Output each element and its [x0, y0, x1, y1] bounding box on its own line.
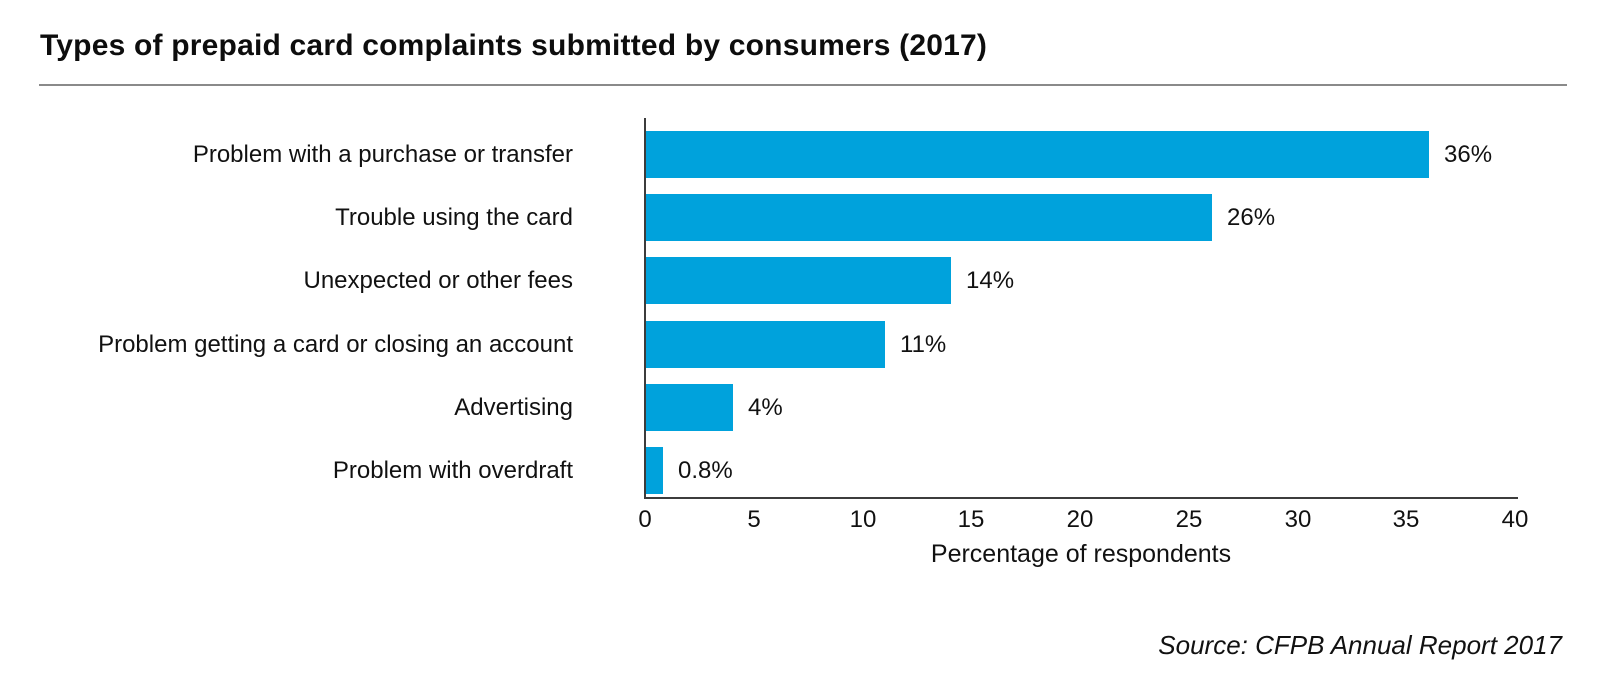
x-axis-line — [644, 497, 1518, 499]
value-label: 14% — [966, 267, 1015, 294]
category-label: Trouble using the card — [335, 204, 573, 231]
y-axis-line — [644, 118, 646, 499]
bar — [646, 257, 951, 304]
x-tick-label: 10 — [849, 506, 877, 533]
category-label: Advertising — [454, 394, 573, 421]
x-tick-label: 30 — [1284, 506, 1312, 533]
x-axis-title: Percentage of respondents — [930, 540, 1232, 568]
x-tick-label: 20 — [1066, 506, 1094, 533]
value-label: 36% — [1444, 141, 1493, 168]
value-label: 26% — [1227, 204, 1276, 231]
value-label: 0.8% — [678, 457, 733, 484]
value-label: 11% — [900, 331, 947, 358]
bar — [646, 194, 1212, 241]
category-label: Unexpected or other fees — [303, 267, 574, 294]
bar — [646, 321, 885, 368]
chart-title: Types of prepaid card complaints submitt… — [40, 29, 988, 62]
x-tick-label: 15 — [957, 506, 985, 533]
category-label: Problem with a purchase or transfer — [192, 141, 573, 168]
value-label: 4% — [748, 394, 783, 421]
bar — [646, 131, 1429, 178]
x-tick-label: 0 — [638, 506, 652, 533]
category-label: Problem with overdraft — [332, 457, 573, 484]
bar — [646, 384, 733, 431]
x-tick-label: 5 — [747, 506, 761, 533]
source-note: Source: CFPB Annual Report 2017 — [1158, 630, 1562, 660]
title-divider — [39, 84, 1567, 86]
x-tick-label: 25 — [1175, 506, 1203, 533]
x-tick-label: 35 — [1392, 506, 1420, 533]
bar — [646, 447, 663, 494]
x-tick-label: 40 — [1501, 506, 1529, 533]
category-label: Problem getting a card or closing an acc… — [98, 331, 573, 358]
